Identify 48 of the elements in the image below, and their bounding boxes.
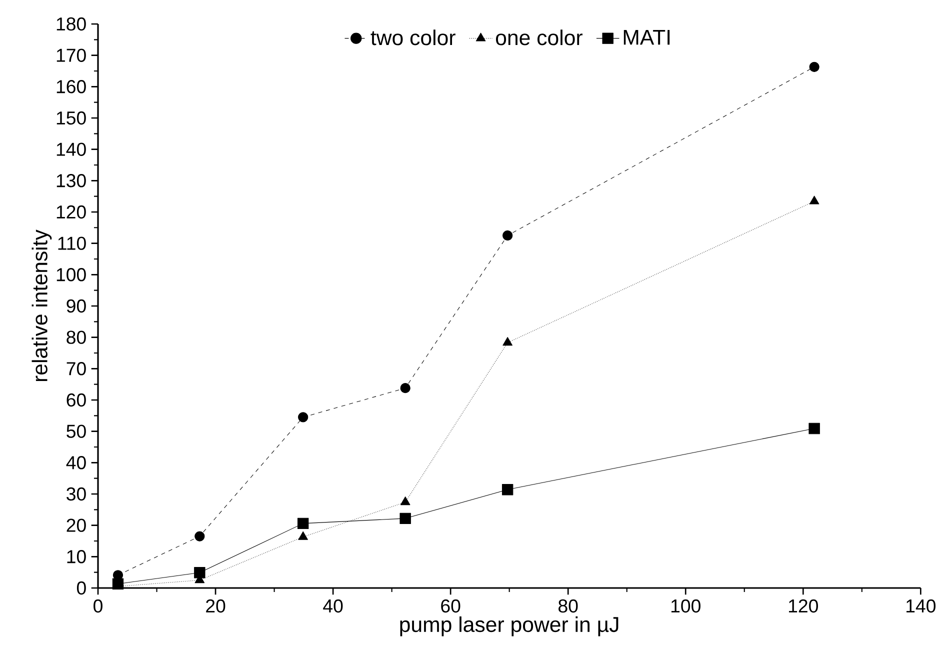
x-tick-label: 60 <box>441 599 460 613</box>
y-tick-label: 110 <box>58 236 86 250</box>
x-tick-label: 40 <box>323 599 343 613</box>
y-tick-label: 50 <box>66 424 86 438</box>
x-tick-label: 100 <box>671 599 700 613</box>
y-tick-label: 140 <box>56 142 86 156</box>
y-tick-label: 170 <box>56 48 86 62</box>
y-tick-label: 20 <box>66 518 86 532</box>
point <box>808 422 820 434</box>
point <box>809 62 820 72</box>
y-tick-label: 180 <box>56 17 86 31</box>
point <box>298 531 308 540</box>
point <box>112 570 124 580</box>
y-tick-label: 10 <box>67 550 86 564</box>
y-tick-label: 40 <box>66 456 86 470</box>
x-axis-title: pump laser power in µJ <box>400 616 618 636</box>
x-tick-label: 120 <box>788 599 818 613</box>
point <box>502 484 514 496</box>
x-tick-label: 0 <box>94 599 102 613</box>
point <box>297 518 309 530</box>
y-tick-label: 90 <box>66 299 86 313</box>
point <box>400 512 411 524</box>
point <box>400 383 410 394</box>
y-tick-label: 120 <box>56 205 86 219</box>
y-tick-label: 100 <box>56 268 86 282</box>
y-tick-label: 0 <box>76 581 86 595</box>
legend-label: one color <box>496 30 582 46</box>
x-tick-label: 140 <box>906 599 936 613</box>
x-tick-label: 20 <box>206 599 226 613</box>
legend-label: two color <box>370 30 456 46</box>
x-tick-label: 80 <box>558 599 578 613</box>
point <box>502 337 512 346</box>
y-axis-title: relative intensity <box>32 230 52 382</box>
y-tick-label: 150 <box>56 111 86 125</box>
y-tick-label: 80 <box>66 330 86 344</box>
point <box>194 567 206 578</box>
y-tick-label: 30 <box>66 487 86 501</box>
y-tick-label: 70 <box>66 362 86 376</box>
point <box>298 412 308 422</box>
y-tick-label: 60 <box>66 393 86 407</box>
point <box>502 230 513 241</box>
y-tick-label: 160 <box>56 80 86 94</box>
point <box>112 578 124 590</box>
legend-label: MATI <box>624 30 670 45</box>
point <box>809 196 820 204</box>
y-tick-label: 130 <box>56 174 86 188</box>
point <box>194 531 205 542</box>
point <box>400 496 410 506</box>
